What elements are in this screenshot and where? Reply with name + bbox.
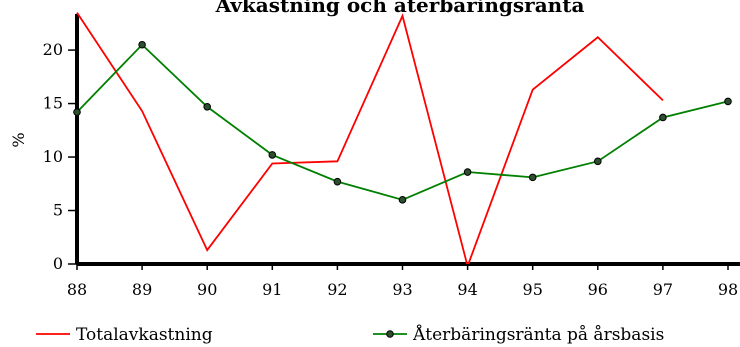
legend-label-2: Återbäringsränta på årsbasis [412,324,664,345]
x-tick-label: 94 [457,280,477,299]
x-tick-label: 93 [392,280,412,299]
series-2-point [268,151,277,159]
series-2-point [398,196,407,204]
x-tick-label: 90 [197,280,217,299]
x-tick-label: 95 [523,280,543,299]
series-2-point [724,97,732,106]
series-2-point [528,173,537,182]
x-tick-label: 88 [67,280,87,299]
x-tick-label: 97 [653,280,673,299]
y-tick-label: 0 [53,254,63,273]
chart-title: Avkastning och återbäringsränta [215,0,585,17]
axes: 0 5 10 15 20 88 89 90 91 92 93 94 95 96 97 98 [43,14,740,299]
x-tick-label: 96 [588,280,608,299]
series-2-point [594,157,602,166]
y-tick-label: 10 [43,147,63,166]
series-line-1 [76,12,664,264]
series-2-point [659,113,667,122]
y-axis-title: % [9,132,28,147]
series-2-point [73,108,81,116]
series-2-point [138,40,146,49]
legend-label-1: Totalavkastning [76,325,213,345]
y-tick-label: 5 [53,201,63,220]
x-tick-label: 91 [262,280,282,299]
legend: Totalavkastning Återbäringsränta på årsba… [36,324,664,345]
series-2-point [463,168,472,176]
x-tick-label: 98 [718,280,738,299]
y-tick-label: 20 [43,40,63,59]
x-tick-label: 89 [132,280,152,299]
series-2-point [203,102,211,111]
y-tick-label: 15 [43,94,63,113]
x-tick-label: 92 [327,280,347,299]
legend-marker-2 [386,330,394,338]
series-2-point [333,177,342,186]
series-layer [73,12,732,264]
